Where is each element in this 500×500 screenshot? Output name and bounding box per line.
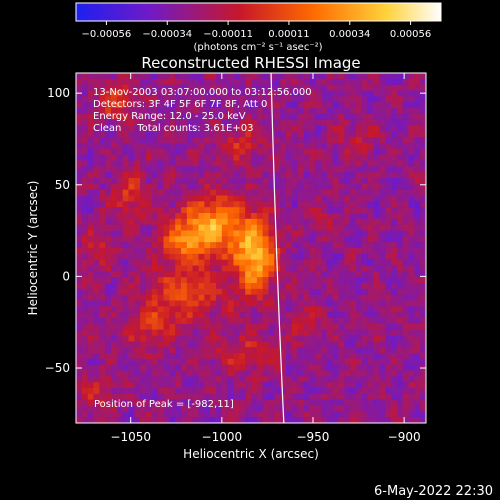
colorbar-tick-label: −0.00034	[142, 29, 192, 40]
plot-frame	[75, 72, 427, 424]
colorbar: −0.00056 −0.00034 −0.00011 0.00011 0.00034 0.…	[75, 2, 442, 53]
colorbar-ticks: −0.00056 −0.00034 −0.00011 0.00011 0.00034 0.…	[82, 21, 431, 40]
y-tick-label: 100	[47, 86, 70, 100]
x-axis-title: Heliocentric X (arcsec)	[183, 447, 319, 461]
annotation-time-range: 13-Nov-2003 03:07:00.000 to 03:12:56.000	[93, 87, 312, 98]
annotation-block: 13-Nov-2003 03:07:00.000 to 03:12:56.000…	[93, 87, 312, 134]
chart-title: Reconstructed RHESSI Image	[141, 54, 360, 72]
heatmap-image	[76, 73, 426, 423]
annotation-clean-counts: Clean Total counts: 3.61E+03	[93, 123, 253, 134]
colorbar-tick-label: 0.00011	[268, 29, 309, 40]
x-tick-label: −900	[388, 430, 421, 444]
y-tick-label: −50	[45, 361, 70, 375]
colorbar-tick-label: 0.00056	[390, 29, 431, 40]
plot-area: −1050 −1000 −950 −900 −50 0 50 100	[45, 72, 427, 444]
x-axis-ticks: −1050 −1000 −950 −900	[110, 73, 421, 444]
peak-position-label: Position of Peak = [-982,11]	[94, 399, 234, 410]
x-tick-label: −950	[296, 430, 329, 444]
footer-date: 6-May-2022 22:30	[374, 484, 493, 499]
y-tick-label: 0	[62, 269, 70, 283]
colorbar-tick-label: 0.00034	[329, 29, 370, 40]
colorbar-units: (photons cm⁻² s⁻¹ asec⁻²)	[193, 42, 322, 53]
annotation-detectors: Detectors: 3F 4F 5F 6F 7F 8F, Att 0	[93, 99, 267, 110]
y-tick-label: 50	[55, 178, 70, 192]
colorbar-gradient	[75, 2, 442, 22]
y-axis-ticks: −50 0 50 100	[45, 86, 426, 375]
colorbar-tick-label: −0.00056	[82, 29, 132, 40]
solar-limb-arc	[270, 73, 285, 423]
x-tick-label: −1000	[202, 430, 243, 444]
x-tick-label: −1050	[110, 430, 151, 444]
annotation-energy-range: Energy Range: 12.0 - 25.0 keV	[93, 111, 246, 122]
y-axis-title: Heliocentric Y (arcsec)	[26, 181, 40, 316]
colorbar-tick-label: −0.00011	[203, 29, 253, 40]
